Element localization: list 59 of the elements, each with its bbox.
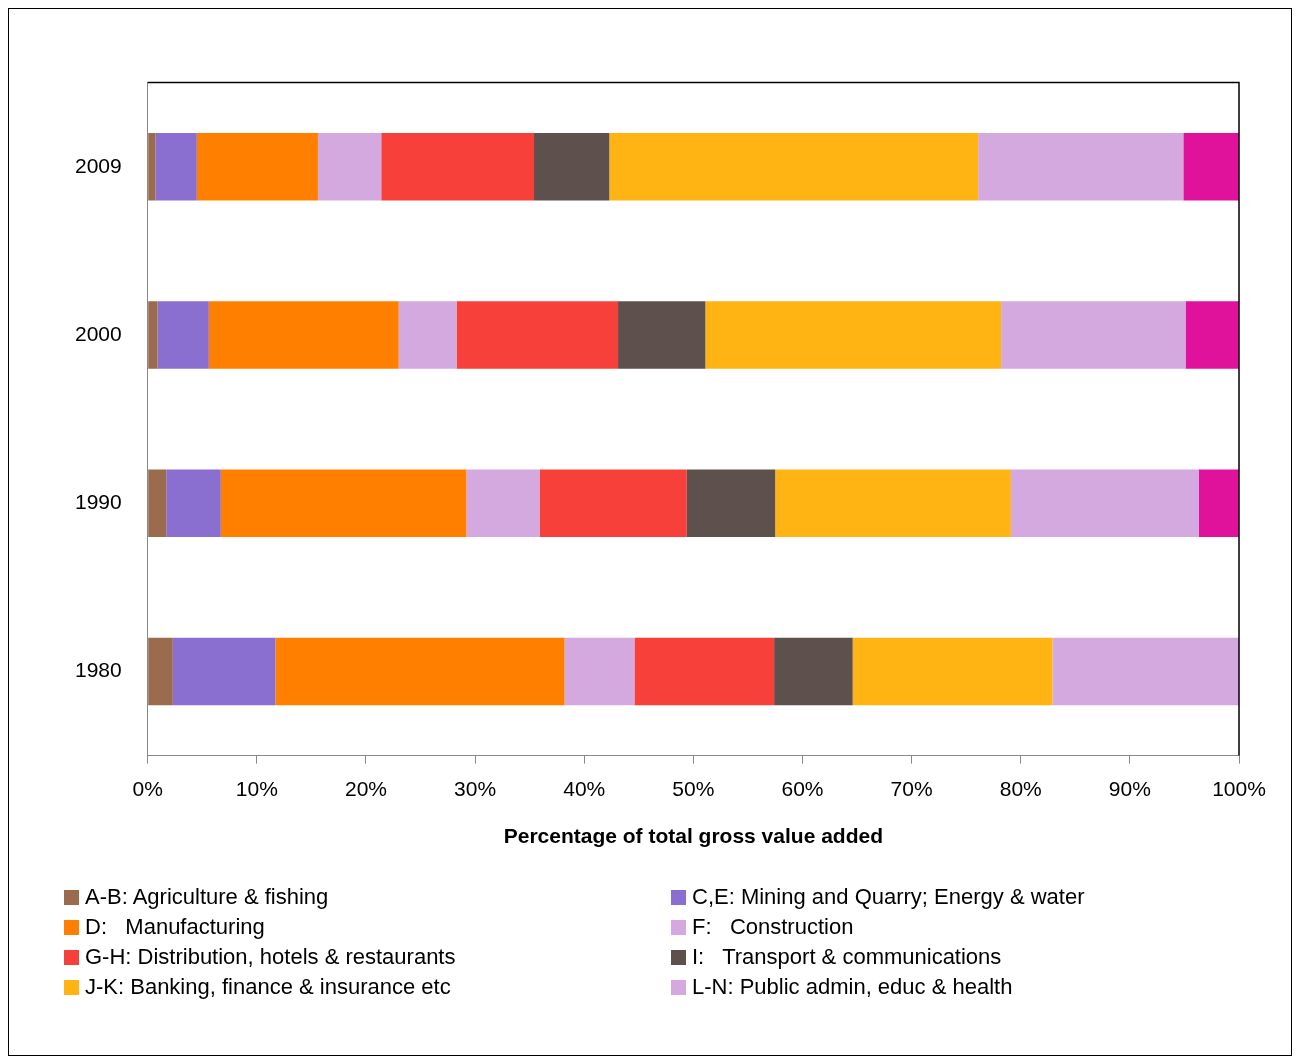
bar [466, 469, 540, 537]
bar [148, 637, 173, 706]
x-tick-label: 100% [1212, 777, 1266, 800]
bar [564, 637, 635, 706]
bar [1001, 301, 1186, 369]
bar [148, 133, 156, 201]
bar [1010, 469, 1199, 537]
bar [774, 637, 853, 706]
bar [148, 469, 167, 537]
bar [275, 637, 565, 706]
x-tick-label: 80% [999, 777, 1042, 800]
bar [220, 469, 467, 537]
bar [686, 469, 776, 537]
bar [618, 301, 706, 369]
x-tick-label: 70% [890, 777, 933, 800]
bar [155, 133, 197, 201]
legend-label: J-K: Banking, finance & insurance etc [85, 974, 451, 1000]
x-tick-label: 0% [132, 777, 163, 800]
x-tick-label: 60% [781, 777, 824, 800]
x-tick-label: 30% [454, 777, 497, 800]
bar [1183, 133, 1239, 201]
bar [456, 301, 619, 369]
bar [317, 133, 382, 201]
x-tick-label: 50% [672, 777, 715, 800]
bar [196, 133, 318, 201]
legend-label: L-N: Public admin, educ & health [692, 974, 1013, 1000]
y-tick-label: 2009 [75, 153, 122, 177]
legend-label: G-H: Distribution, hotels & restaurants [85, 944, 456, 970]
bar [166, 469, 221, 537]
x-tick-label: 40% [563, 777, 606, 800]
y-tick-label: 2000 [75, 321, 122, 345]
bar [539, 469, 687, 537]
bar [381, 133, 535, 201]
bar [634, 637, 775, 706]
x-axis-title: Percentage of total gross value added [503, 824, 883, 848]
bar [208, 301, 399, 369]
bar [852, 637, 1053, 706]
bar [705, 301, 1002, 369]
x-tick-label: 10% [235, 777, 278, 800]
legend-label: D: Manufacturing [85, 914, 265, 940]
bar [534, 133, 610, 201]
bar [398, 301, 457, 369]
bar [978, 133, 1184, 201]
bar [775, 469, 1011, 537]
legend-label: I: Transport & communications [692, 944, 1002, 970]
legend-label: C,E: Mining and Quarry; Energy & water [692, 884, 1085, 910]
bar [1185, 301, 1239, 369]
bar [1052, 637, 1239, 706]
bar [172, 637, 276, 706]
y-tick-label: 1980 [75, 658, 122, 682]
x-tick-label: 20% [344, 777, 387, 800]
bar [1198, 469, 1239, 537]
legend-label: F: Construction [692, 914, 854, 940]
bar [609, 133, 979, 201]
bar [148, 301, 158, 369]
x-tick-label: 90% [1108, 777, 1151, 800]
y-tick-label: 1990 [75, 490, 122, 514]
legend-label: A-B: Agriculture & fishing [85, 884, 329, 910]
bar [157, 301, 209, 369]
